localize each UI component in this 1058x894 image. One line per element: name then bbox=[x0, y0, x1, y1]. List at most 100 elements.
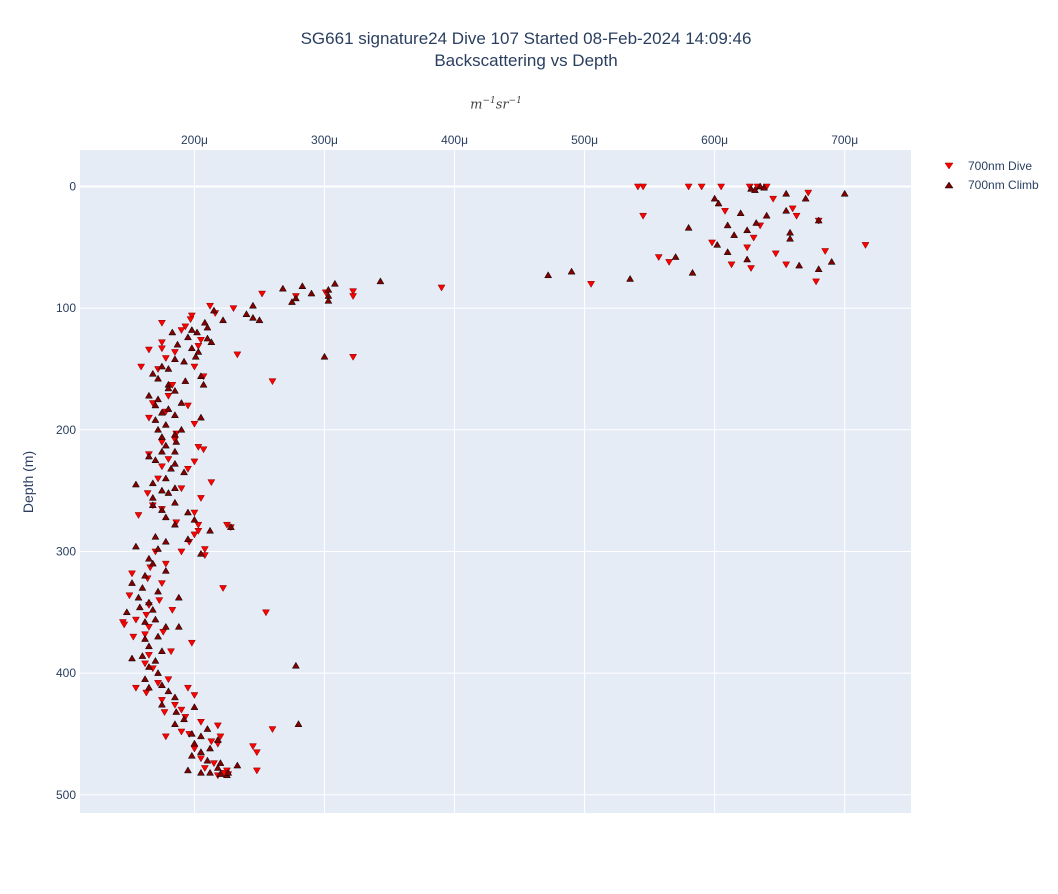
data-point bbox=[216, 759, 225, 766]
data-point bbox=[197, 413, 205, 421]
data-point bbox=[197, 337, 205, 344]
data-point bbox=[697, 183, 706, 191]
data-point bbox=[207, 479, 216, 487]
data-point bbox=[172, 437, 181, 445]
data-point bbox=[207, 338, 216, 345]
data-point bbox=[233, 761, 242, 769]
data-point bbox=[144, 452, 153, 460]
data-point bbox=[144, 624, 153, 631]
data-point bbox=[723, 248, 732, 255]
data-point bbox=[187, 312, 196, 320]
data-point bbox=[172, 708, 181, 715]
data-point bbox=[190, 363, 199, 371]
y-tick-label: 200 bbox=[56, 423, 76, 437]
data-point bbox=[249, 313, 257, 321]
data-point bbox=[197, 719, 205, 726]
data-point bbox=[194, 528, 203, 535]
data-point bbox=[792, 212, 801, 220]
data-point bbox=[252, 749, 261, 757]
data-point bbox=[194, 347, 203, 355]
data-point bbox=[168, 328, 177, 336]
data-point bbox=[197, 732, 205, 740]
data-point bbox=[168, 607, 177, 614]
data-point bbox=[626, 274, 635, 282]
data-point bbox=[141, 635, 149, 642]
data-point bbox=[752, 218, 761, 226]
data-point bbox=[125, 592, 134, 600]
data-point bbox=[199, 446, 208, 454]
data-point bbox=[782, 206, 791, 214]
y-tick-labels: 0 100 200 300 400 500 bbox=[56, 179, 76, 801]
data-point bbox=[242, 310, 251, 317]
data-point bbox=[161, 560, 170, 568]
data-point bbox=[671, 253, 680, 260]
data-point bbox=[134, 593, 143, 601]
data-point bbox=[226, 523, 235, 530]
plot-area bbox=[80, 150, 911, 813]
data-point bbox=[268, 726, 277, 734]
data-points bbox=[118, 182, 870, 780]
chart-title-line1: SG661 signature24 Dive 107 Started 08-Fe… bbox=[300, 29, 752, 48]
data-point bbox=[587, 281, 596, 288]
data-point bbox=[210, 760, 218, 768]
data-point bbox=[349, 288, 358, 296]
legend-item-climb[interactable]: 700nm Climb bbox=[940, 175, 1039, 194]
x-tick-label: 400μ bbox=[441, 133, 468, 147]
data-point bbox=[249, 743, 257, 751]
data-point bbox=[170, 498, 179, 506]
data-point bbox=[184, 508, 192, 516]
data-point bbox=[122, 608, 131, 616]
data-point bbox=[157, 447, 166, 455]
data-point bbox=[210, 306, 218, 314]
data-point bbox=[164, 405, 173, 412]
legend-item-dive[interactable]: 700nm Dive bbox=[940, 156, 1039, 175]
data-point bbox=[157, 433, 166, 440]
data-point bbox=[747, 265, 755, 272]
data-point bbox=[801, 194, 810, 202]
data-point bbox=[170, 520, 179, 528]
data-point bbox=[840, 189, 849, 197]
data-point bbox=[141, 618, 149, 625]
data-point bbox=[298, 282, 307, 289]
data-point bbox=[164, 687, 173, 695]
data-point bbox=[288, 298, 296, 305]
data-point bbox=[148, 479, 157, 487]
data-point bbox=[184, 766, 192, 774]
data-point bbox=[164, 384, 173, 392]
data-point bbox=[684, 183, 693, 191]
chart-title-line2: Backscattering vs Depth bbox=[434, 51, 618, 70]
data-point bbox=[827, 257, 836, 265]
data-point bbox=[144, 598, 153, 606]
data-point bbox=[814, 216, 823, 224]
data-point bbox=[134, 512, 143, 519]
legend-label-climb: 700nm Climb bbox=[968, 177, 1039, 192]
chart-title: SG661 signature24 Dive 107 Started 08-Fe… bbox=[0, 28, 1052, 72]
data-point bbox=[258, 290, 267, 298]
data-point bbox=[717, 183, 726, 191]
data-point bbox=[154, 374, 162, 382]
y-tick-label: 100 bbox=[56, 301, 76, 315]
data-point bbox=[268, 378, 277, 386]
data-point bbox=[157, 486, 166, 494]
data-point bbox=[129, 633, 138, 641]
data-point bbox=[760, 183, 768, 191]
data-point bbox=[224, 768, 233, 776]
data-point bbox=[143, 490, 152, 498]
data-point bbox=[174, 622, 183, 630]
data-point bbox=[193, 328, 201, 336]
triangle-up-icon bbox=[944, 181, 954, 188]
data-point bbox=[170, 720, 179, 727]
y-tick-label: 0 bbox=[69, 179, 76, 193]
data-point bbox=[307, 289, 316, 297]
data-point bbox=[200, 318, 209, 326]
legend-label-dive: 700nm Dive bbox=[968, 158, 1033, 173]
data-point bbox=[771, 250, 780, 258]
data-point bbox=[782, 189, 791, 197]
data-point bbox=[151, 401, 160, 409]
data-point bbox=[148, 559, 157, 567]
data-point bbox=[157, 345, 166, 353]
gridlines bbox=[80, 150, 911, 813]
data-point bbox=[804, 189, 813, 197]
data-point bbox=[138, 652, 147, 659]
